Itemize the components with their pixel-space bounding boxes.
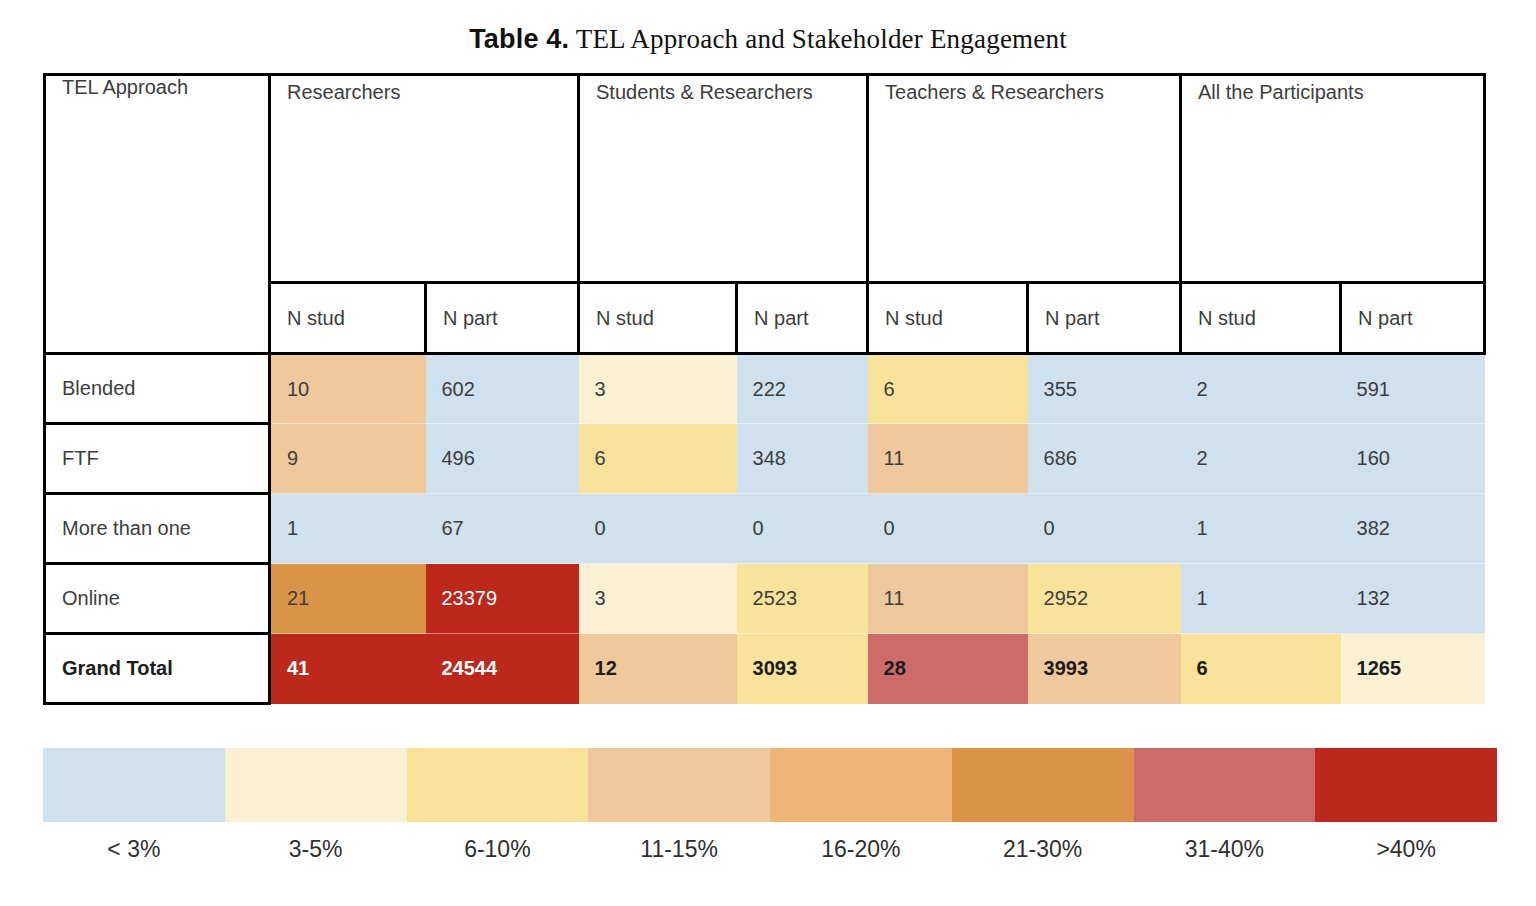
group-header-students-researchers: Students & Researchers bbox=[579, 75, 868, 283]
group-header-teachers-researchers: Teachers & Researchers bbox=[868, 75, 1181, 283]
data-cell: 21 bbox=[270, 564, 426, 634]
table-row: Grand Total412454412309328399361265 bbox=[45, 634, 1485, 704]
table-row: FTF94966348116862160 bbox=[45, 424, 1485, 494]
legend-label: < 3% bbox=[43, 836, 225, 863]
data-cell: 602 bbox=[426, 354, 579, 424]
data-cell: 2523 bbox=[737, 564, 868, 634]
data-cell: 160 bbox=[1341, 424, 1485, 494]
subheader-n-part: N part bbox=[426, 283, 579, 354]
data-cell: 3 bbox=[579, 564, 737, 634]
data-cell: 12 bbox=[579, 634, 737, 704]
table-row: Blended10602322263552591 bbox=[45, 354, 1485, 424]
color-legend bbox=[43, 748, 1497, 822]
legend-label: 6-10% bbox=[407, 836, 589, 863]
data-cell: 1265 bbox=[1341, 634, 1485, 704]
table-header: TEL Approach Researchers Students & Rese… bbox=[45, 75, 1485, 354]
legend-label: >40% bbox=[1315, 836, 1497, 863]
group-header-researchers: Researchers bbox=[270, 75, 579, 283]
data-cell: 67 bbox=[426, 494, 579, 564]
data-cell: 10 bbox=[270, 354, 426, 424]
data-cell: 0 bbox=[579, 494, 737, 564]
table-body: Blended10602322263552591FTF9496634811686… bbox=[45, 354, 1485, 704]
legend-swatch bbox=[770, 748, 952, 822]
tel-approach-table: TEL Approach Researchers Students & Rese… bbox=[43, 73, 1486, 705]
subheader-n-stud: N stud bbox=[1181, 283, 1341, 354]
data-cell: 3 bbox=[579, 354, 737, 424]
data-cell: 11 bbox=[868, 564, 1028, 634]
data-cell: 132 bbox=[1341, 564, 1485, 634]
group-header-all-participants: All the Participants bbox=[1181, 75, 1485, 283]
subheader-n-part: N part bbox=[737, 283, 868, 354]
legend-swatch bbox=[952, 748, 1134, 822]
legend-label: 16-20% bbox=[770, 836, 952, 863]
data-cell: 6 bbox=[868, 354, 1028, 424]
data-cell: 6 bbox=[1181, 634, 1341, 704]
legend-swatch bbox=[225, 748, 407, 822]
data-cell: 686 bbox=[1028, 424, 1181, 494]
data-cell: 3993 bbox=[1028, 634, 1181, 704]
data-cell: 11 bbox=[868, 424, 1028, 494]
data-cell: 496 bbox=[426, 424, 579, 494]
data-cell: 28 bbox=[868, 634, 1028, 704]
row-label: Grand Total bbox=[45, 634, 270, 704]
data-cell: 41 bbox=[270, 634, 426, 704]
table-title: Table 4. TEL Approach and Stakeholder En… bbox=[0, 24, 1536, 55]
corner-header: TEL Approach bbox=[45, 75, 270, 354]
row-label: FTF bbox=[45, 424, 270, 494]
legend-swatch bbox=[1315, 748, 1497, 822]
data-cell: 1 bbox=[1181, 494, 1341, 564]
subheader-n-part: N part bbox=[1341, 283, 1485, 354]
data-cell: 2 bbox=[1181, 424, 1341, 494]
legend-label: 11-15% bbox=[588, 836, 770, 863]
data-cell: 9 bbox=[270, 424, 426, 494]
legend-label: 31-40% bbox=[1134, 836, 1316, 863]
data-cell: 6 bbox=[579, 424, 737, 494]
row-label: Blended bbox=[45, 354, 270, 424]
group-header-row: TEL Approach Researchers Students & Rese… bbox=[45, 75, 1485, 283]
subheader-n-stud: N stud bbox=[868, 283, 1028, 354]
table-row: More than one16700001382 bbox=[45, 494, 1485, 564]
legend-label: 3-5% bbox=[225, 836, 407, 863]
subheader-n-stud: N stud bbox=[579, 283, 737, 354]
data-cell: 2952 bbox=[1028, 564, 1181, 634]
data-cell: 222 bbox=[737, 354, 868, 424]
legend-swatch bbox=[407, 748, 589, 822]
data-cell: 382 bbox=[1341, 494, 1485, 564]
data-cell: 24544 bbox=[426, 634, 579, 704]
legend-swatch bbox=[588, 748, 770, 822]
legend-label: 21-30% bbox=[952, 836, 1134, 863]
row-label: Online bbox=[45, 564, 270, 634]
data-cell: 1 bbox=[270, 494, 426, 564]
data-cell: 355 bbox=[1028, 354, 1181, 424]
data-cell: 1 bbox=[1181, 564, 1341, 634]
data-cell: 0 bbox=[737, 494, 868, 564]
data-cell: 591 bbox=[1341, 354, 1485, 424]
row-label: More than one bbox=[45, 494, 270, 564]
data-cell: 3093 bbox=[737, 634, 868, 704]
data-cell: 0 bbox=[868, 494, 1028, 564]
subheader-n-stud: N stud bbox=[270, 283, 426, 354]
table-title-label: Table 4. bbox=[469, 24, 569, 54]
table-title-text: TEL Approach and Stakeholder Engagement bbox=[569, 24, 1067, 54]
data-cell: 2 bbox=[1181, 354, 1341, 424]
table-row: Online2123379325231129521132 bbox=[45, 564, 1485, 634]
data-cell: 0 bbox=[1028, 494, 1181, 564]
page: Table 4. TEL Approach and Stakeholder En… bbox=[0, 0, 1536, 906]
data-cell: 23379 bbox=[426, 564, 579, 634]
legend-swatch bbox=[1134, 748, 1316, 822]
color-legend-labels: < 3%3-5%6-10%11-15%16-20%21-30%31-40%>40… bbox=[43, 836, 1497, 863]
legend-swatch bbox=[43, 748, 225, 822]
data-cell: 348 bbox=[737, 424, 868, 494]
subheader-n-part: N part bbox=[1028, 283, 1181, 354]
